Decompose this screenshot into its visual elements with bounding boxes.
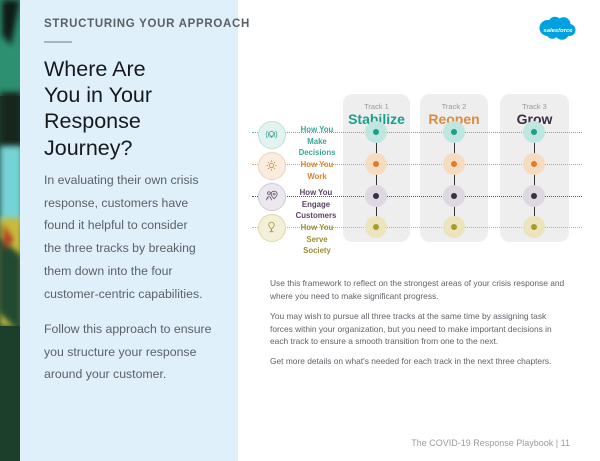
svg-text:salesforce: salesforce [543,28,573,34]
